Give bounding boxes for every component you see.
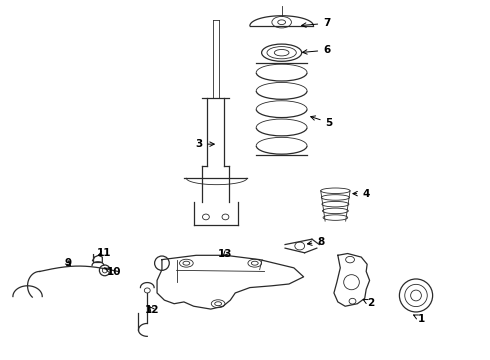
Text: 3: 3	[195, 139, 214, 149]
Text: 6: 6	[303, 45, 330, 55]
Text: 10: 10	[104, 267, 122, 277]
Text: 9: 9	[64, 258, 72, 268]
Text: 8: 8	[307, 237, 324, 247]
Text: 2: 2	[363, 298, 374, 309]
Text: 7: 7	[302, 18, 331, 28]
Text: 1: 1	[414, 314, 425, 324]
Text: 11: 11	[97, 248, 111, 258]
Text: 4: 4	[353, 189, 369, 199]
Text: 12: 12	[145, 305, 159, 315]
Text: 13: 13	[218, 248, 233, 258]
Text: 5: 5	[311, 116, 333, 128]
